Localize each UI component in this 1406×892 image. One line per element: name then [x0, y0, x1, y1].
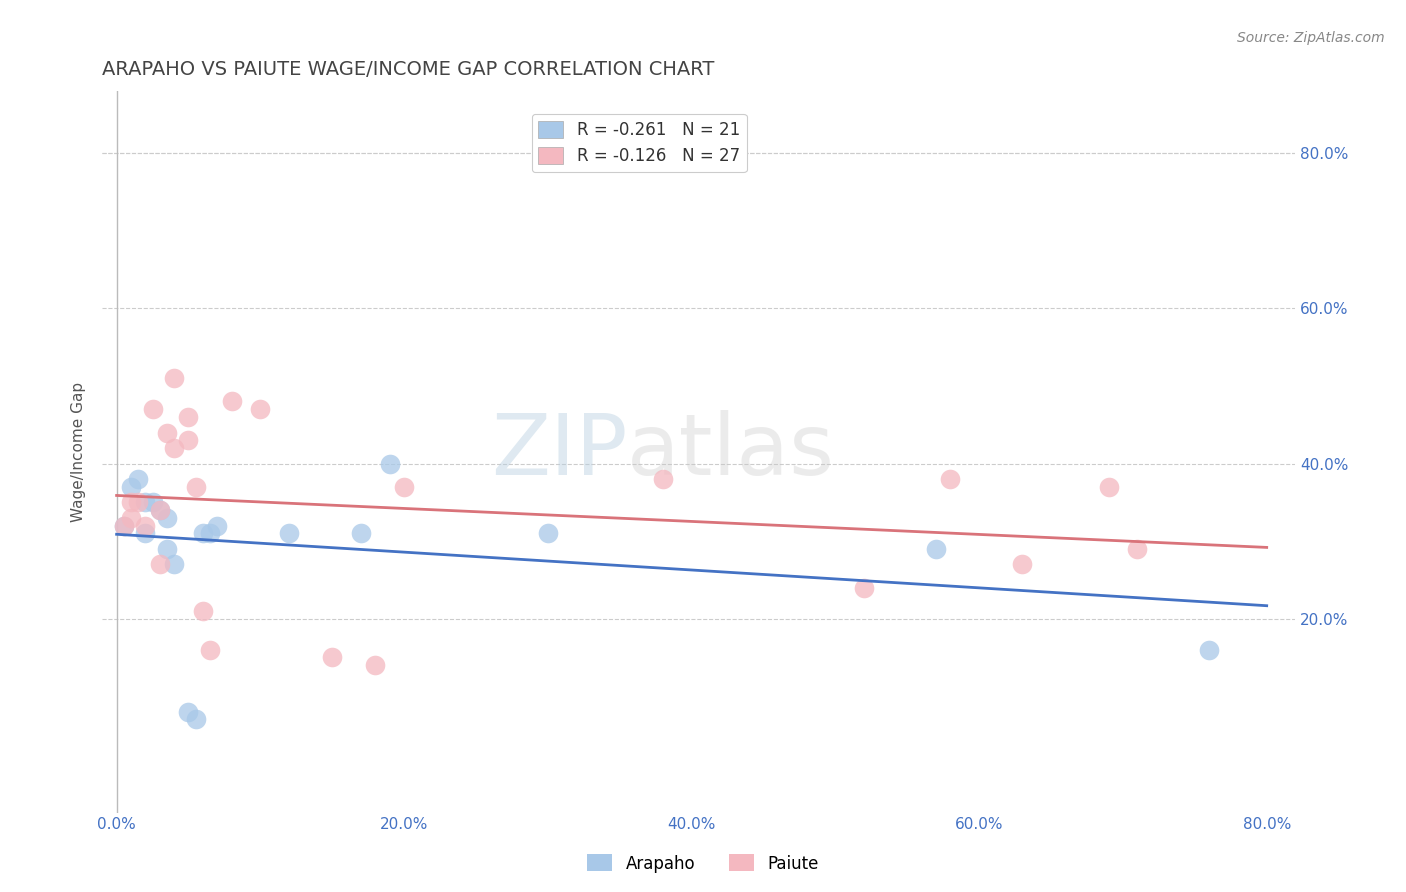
Point	[177, 434, 200, 448]
Point	[134, 495, 156, 509]
Point	[364, 658, 387, 673]
Point	[278, 526, 301, 541]
Point	[350, 526, 373, 541]
Point	[221, 394, 243, 409]
Point	[177, 705, 200, 719]
Y-axis label: Wage/Income Gap: Wage/Income Gap	[72, 382, 86, 522]
Point	[321, 650, 343, 665]
Point	[127, 495, 149, 509]
Point	[1126, 541, 1149, 556]
Point	[651, 472, 673, 486]
Point	[177, 409, 200, 424]
Point	[198, 526, 221, 541]
Point	[120, 511, 142, 525]
Text: ZIP: ZIP	[491, 410, 627, 493]
Point	[191, 526, 214, 541]
Text: Source: ZipAtlas.com: Source: ZipAtlas.com	[1237, 31, 1385, 45]
Point	[156, 425, 179, 440]
Point	[392, 480, 415, 494]
Point	[1097, 480, 1119, 494]
Point	[184, 480, 207, 494]
Point	[939, 472, 962, 486]
Legend: R = -0.261   N = 21, R = -0.126   N = 27: R = -0.261 N = 21, R = -0.126 N = 27	[531, 114, 747, 172]
Point	[112, 518, 135, 533]
Point	[191, 604, 214, 618]
Point	[205, 518, 228, 533]
Point	[120, 480, 142, 494]
Point	[163, 558, 186, 572]
Point	[134, 518, 156, 533]
Point	[1198, 642, 1220, 657]
Point	[198, 642, 221, 657]
Text: atlas: atlas	[627, 410, 835, 493]
Point	[149, 558, 172, 572]
Point	[249, 402, 271, 417]
Point	[149, 503, 172, 517]
Point	[149, 503, 172, 517]
Legend: Arapaho, Paiute: Arapaho, Paiute	[581, 847, 825, 880]
Point	[1011, 558, 1033, 572]
Point	[127, 472, 149, 486]
Point	[184, 713, 207, 727]
Point	[141, 495, 163, 509]
Point	[163, 441, 186, 455]
Point	[925, 541, 948, 556]
Point	[112, 518, 135, 533]
Point	[378, 457, 401, 471]
Point	[156, 541, 179, 556]
Point	[156, 511, 179, 525]
Point	[120, 495, 142, 509]
Point	[134, 526, 156, 541]
Point	[853, 581, 876, 595]
Point	[537, 526, 560, 541]
Text: ARAPAHO VS PAIUTE WAGE/INCOME GAP CORRELATION CHART: ARAPAHO VS PAIUTE WAGE/INCOME GAP CORREL…	[103, 60, 714, 78]
Point	[141, 402, 163, 417]
Point	[163, 371, 186, 385]
